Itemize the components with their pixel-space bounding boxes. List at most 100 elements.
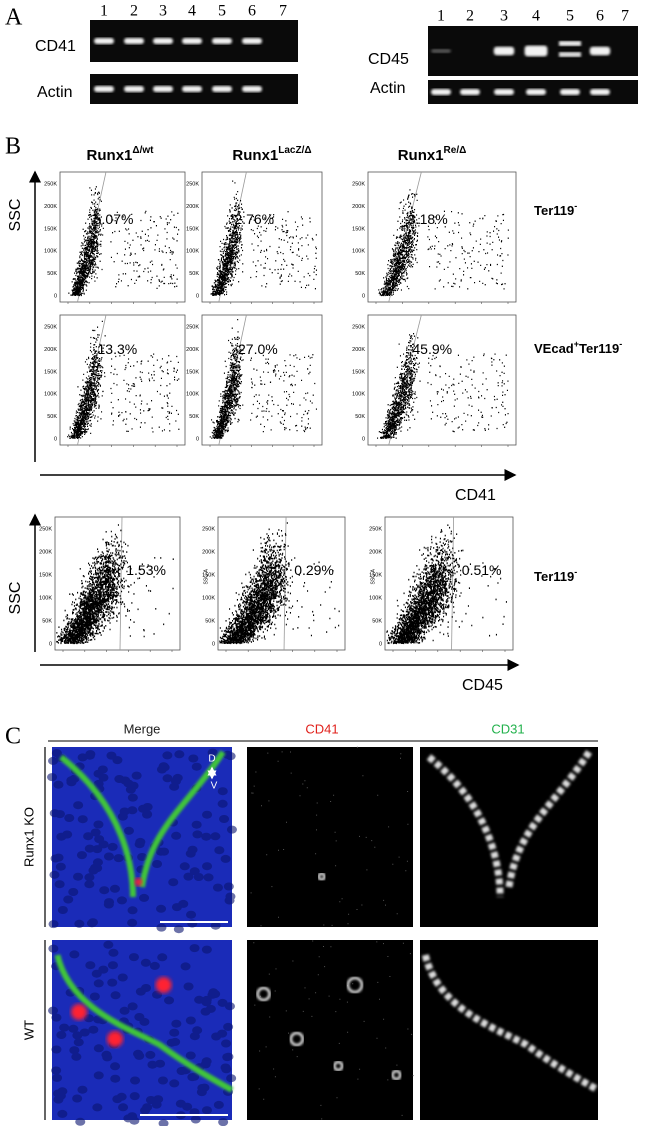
y-tick-label: 50K bbox=[355, 414, 365, 420]
y-tick-label: 0 bbox=[54, 293, 57, 299]
scatter-dots bbox=[219, 522, 340, 645]
y-tick-label: 50K bbox=[47, 414, 57, 420]
y-tick-label: 200K bbox=[352, 204, 365, 210]
scatter-dots bbox=[210, 180, 317, 297]
gel-band bbox=[560, 89, 580, 95]
label-text: VEcad bbox=[534, 341, 574, 356]
gel-band bbox=[242, 86, 262, 92]
y-tick-label: 250K bbox=[186, 324, 199, 330]
header-sup: Re/Δ bbox=[444, 145, 467, 156]
y-tick-label: 100K bbox=[44, 249, 57, 255]
y-tick-label: 250K bbox=[39, 526, 52, 532]
y-tick-label: 150K bbox=[39, 572, 52, 578]
y-tick-label: 0 bbox=[196, 293, 199, 299]
y-tick-label: 150K bbox=[186, 369, 199, 375]
y-tick-label: 50K bbox=[355, 271, 365, 277]
row-label: VEcad+Ter119- bbox=[534, 339, 622, 356]
y-tick-label: 0 bbox=[212, 641, 215, 647]
lane-number: 1 bbox=[437, 8, 445, 25]
scatter-dots bbox=[377, 333, 509, 439]
y-axis-small-label: SSC-A bbox=[370, 569, 376, 585]
gel-band bbox=[559, 41, 581, 46]
cd41-stain bbox=[155, 977, 172, 993]
y-tick-label: 150K bbox=[186, 226, 199, 232]
gate-line bbox=[119, 516, 123, 651]
y-tick-label: 100K bbox=[186, 249, 199, 255]
y-tick-label: 50K bbox=[47, 271, 57, 277]
y-tick-label: 150K bbox=[352, 226, 365, 232]
column-header: Runx1Δ/wt bbox=[87, 145, 155, 164]
plot-frame bbox=[201, 314, 323, 446]
y-tick-label: 200K bbox=[44, 347, 57, 353]
gel-band bbox=[589, 46, 611, 56]
y-tick-label: 200K bbox=[352, 347, 365, 353]
micrograph bbox=[247, 940, 413, 1120]
label-text: Ter119 bbox=[534, 569, 574, 584]
y-tick-label: 100K bbox=[44, 392, 57, 398]
y-tick-label: 100K bbox=[186, 392, 199, 398]
lane-number: 7 bbox=[279, 3, 287, 20]
y-tick-label: 200K bbox=[186, 204, 199, 210]
y-tick-label: 0 bbox=[54, 436, 57, 442]
y-tick-label: 250K bbox=[369, 526, 382, 532]
y-tick-label: 200K bbox=[39, 549, 52, 555]
y-tick-label: 0 bbox=[49, 641, 52, 647]
gel-band bbox=[460, 89, 480, 95]
cd41-signal bbox=[346, 976, 364, 994]
y-tick-label: 250K bbox=[44, 324, 57, 330]
y-tick-label: 150K bbox=[202, 572, 215, 578]
plot-frame bbox=[217, 516, 346, 651]
scatter-dots bbox=[378, 189, 509, 297]
gate-percentage: 0.51% bbox=[462, 562, 502, 578]
gel-band bbox=[524, 45, 548, 57]
cd41-signal bbox=[333, 1060, 344, 1072]
gel-band bbox=[493, 46, 515, 56]
background-speckle bbox=[253, 940, 414, 1120]
plot-frame bbox=[59, 314, 186, 446]
cd31-signal bbox=[421, 954, 600, 1094]
y-tick-label: 150K bbox=[369, 572, 382, 578]
orientation-label: V bbox=[211, 781, 218, 792]
column-header: CD41 bbox=[305, 721, 338, 736]
scatter-dots bbox=[56, 524, 174, 645]
gate-percentage: 2.76% bbox=[234, 211, 274, 227]
label-text: Ter119 bbox=[534, 203, 574, 218]
row-label: Ter119- bbox=[534, 201, 577, 218]
y-tick-label: 250K bbox=[44, 181, 57, 187]
gel-band bbox=[182, 38, 202, 44]
y-tick-label: 50K bbox=[189, 271, 199, 277]
plot-frame bbox=[201, 171, 323, 303]
column-header: Runx1Re/Δ bbox=[398, 145, 467, 164]
y-tick-label: 50K bbox=[205, 618, 215, 624]
y-tick-label: 150K bbox=[352, 369, 365, 375]
y-tick-label: 100K bbox=[369, 595, 382, 601]
column-header: Runx1LacZ/Δ bbox=[232, 145, 311, 164]
scatter-dots bbox=[386, 524, 507, 645]
gel-band bbox=[559, 52, 581, 57]
gate-percentage: 27.0% bbox=[238, 341, 278, 357]
plot-frame bbox=[367, 314, 517, 446]
gel-band bbox=[94, 86, 114, 92]
y-tick-label: 0 bbox=[379, 641, 382, 647]
y-tick-label: 50K bbox=[189, 414, 199, 420]
gel-band bbox=[124, 86, 144, 92]
y-tick-label: 0 bbox=[362, 436, 365, 442]
scatter-dots bbox=[68, 186, 180, 297]
lane-number: 4 bbox=[188, 3, 196, 20]
column-header: Merge bbox=[124, 721, 161, 736]
cd41-signal bbox=[391, 1069, 402, 1081]
row-label: Ter119- bbox=[534, 567, 577, 584]
cd41-signal bbox=[317, 872, 326, 881]
y-axis-small-label: SSC-A bbox=[203, 569, 209, 585]
gate-percentage: 45.9% bbox=[412, 341, 452, 357]
panel-label: C bbox=[5, 724, 21, 750]
lane-number: 3 bbox=[159, 3, 167, 20]
gate-percentage: 5.07% bbox=[94, 211, 134, 227]
plot-frame bbox=[59, 171, 186, 303]
label-sup: - bbox=[619, 339, 622, 349]
header-sup: LacZ/Δ bbox=[278, 145, 311, 156]
plot-frame bbox=[367, 171, 517, 303]
cd41-signal bbox=[256, 986, 271, 1002]
y-tick-label: 100K bbox=[202, 595, 215, 601]
